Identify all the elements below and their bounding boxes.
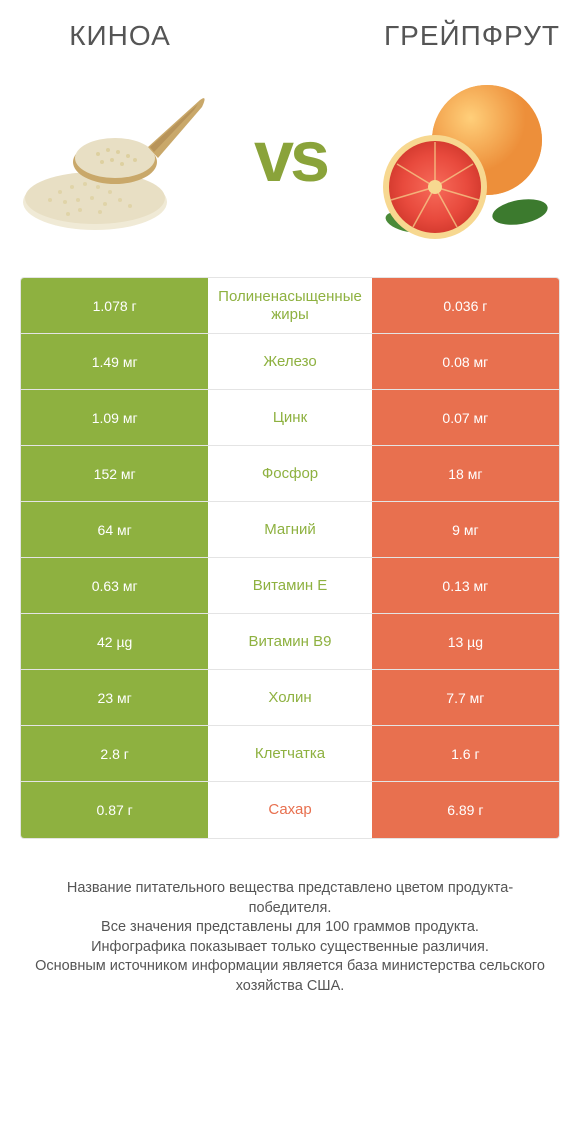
footer-line: Название питательного вещества представл…: [30, 879, 550, 918]
footer-notes: Название питательного вещества представл…: [20, 879, 560, 996]
footer-line: Инфографика показывает только существенн…: [30, 938, 550, 958]
product-left-title: КИНОА: [20, 20, 220, 52]
table-row: 1.49 мгЖелезо0.08 мг: [21, 334, 559, 390]
product-right-image: [360, 67, 560, 247]
left-value: 23 мг: [21, 670, 208, 725]
nutrient-label: Сахар: [208, 782, 371, 838]
left-value: 0.63 мг: [21, 558, 208, 613]
table-row: 0.87 гСахар6.89 г: [21, 782, 559, 838]
right-value: 18 мг: [372, 446, 559, 501]
table-row: 1.09 мгЦинк0.07 мг: [21, 390, 559, 446]
right-value: 0.13 мг: [372, 558, 559, 613]
quinoa-icon: [20, 72, 220, 242]
nutrient-label: Магний: [208, 502, 371, 557]
nutrient-label: Фосфор: [208, 446, 371, 501]
product-left-image: [20, 67, 220, 247]
right-value: 1.6 г: [372, 726, 559, 781]
left-value: 152 мг: [21, 446, 208, 501]
right-value: 13 µg: [372, 614, 559, 669]
left-value: 1.09 мг: [21, 390, 208, 445]
infographic-container: КИНОА ГРЕЙПФРУТ: [0, 0, 580, 1006]
header: КИНОА ГРЕЙПФРУТ: [20, 20, 560, 52]
right-value: 0.08 мг: [372, 334, 559, 389]
nutrient-label: Витамин E: [208, 558, 371, 613]
right-value: 9 мг: [372, 502, 559, 557]
comparison-table: 1.078 гПолиненасыщенные жиры0.036 г1.49 …: [20, 277, 560, 839]
left-value: 0.87 г: [21, 782, 208, 838]
right-value: 7.7 мг: [372, 670, 559, 725]
nutrient-label: Железо: [208, 334, 371, 389]
table-row: 1.078 гПолиненасыщенные жиры0.036 г: [21, 278, 559, 334]
grapefruit-icon: [365, 72, 555, 242]
nutrient-label: Полиненасыщенные жиры: [208, 278, 371, 333]
left-value: 42 µg: [21, 614, 208, 669]
right-value: 0.036 г: [372, 278, 559, 333]
right-value: 6.89 г: [372, 782, 559, 838]
images-row: vs: [20, 67, 560, 247]
nutrient-label: Холин: [208, 670, 371, 725]
table-row: 152 мгФосфор18 мг: [21, 446, 559, 502]
left-value: 2.8 г: [21, 726, 208, 781]
table-row: 2.8 гКлетчатка1.6 г: [21, 726, 559, 782]
product-right-title: ГРЕЙПФРУТ: [300, 20, 560, 52]
table-row: 23 мгХолин7.7 мг: [21, 670, 559, 726]
footer-line: Все значения представлены для 100 граммо…: [30, 918, 550, 938]
table-row: 42 µgВитамин B913 µg: [21, 614, 559, 670]
vs-text: vs: [254, 116, 326, 198]
nutrient-label: Клетчатка: [208, 726, 371, 781]
left-value: 1.078 г: [21, 278, 208, 333]
footer-line: Основным источником информации является …: [30, 957, 550, 996]
left-value: 64 мг: [21, 502, 208, 557]
table-row: 64 мгМагний9 мг: [21, 502, 559, 558]
left-value: 1.49 мг: [21, 334, 208, 389]
nutrient-label: Витамин B9: [208, 614, 371, 669]
right-value: 0.07 мг: [372, 390, 559, 445]
table-row: 0.63 мгВитамин E0.13 мг: [21, 558, 559, 614]
nutrient-label: Цинк: [208, 390, 371, 445]
